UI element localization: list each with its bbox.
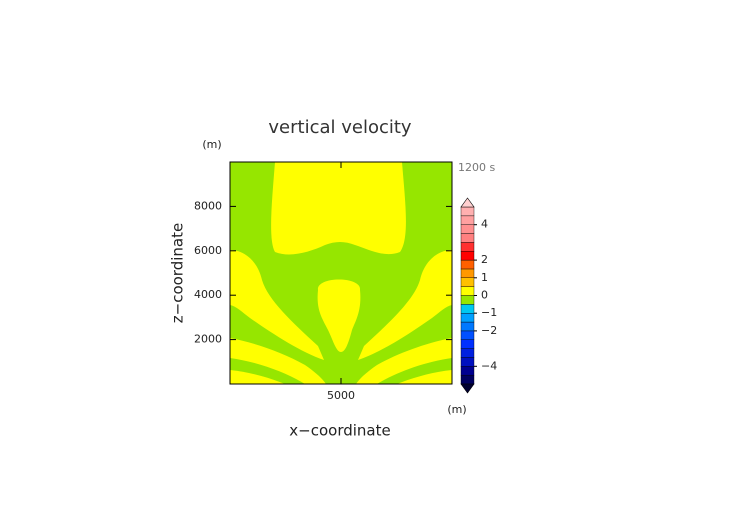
left-bands <box>230 250 326 384</box>
y-tick-label: 2000 <box>194 333 222 346</box>
colorbar-tick-label: −2 <box>481 324 497 337</box>
colorbar-block <box>460 251 475 261</box>
colorbar-block <box>460 304 475 314</box>
chart-title: vertical velocity <box>268 117 412 138</box>
colorbar-block <box>460 321 475 332</box>
colorbar-tick-label: 0 <box>481 289 488 302</box>
colorbar-block <box>460 277 475 287</box>
x-axis-label: x−coordinate <box>289 422 390 440</box>
colorbar-block <box>460 286 475 296</box>
colorbar-block <box>460 374 475 385</box>
colorbar-block <box>460 224 475 234</box>
y-tick-label: 6000 <box>194 244 222 257</box>
colorbar-block <box>460 366 475 376</box>
colorbar-under <box>460 383 475 394</box>
colorbar-tick-label: 2 <box>481 253 488 266</box>
colorbar-block <box>460 348 475 358</box>
region <box>356 338 452 384</box>
time-label: 1200 s <box>458 161 495 174</box>
colorbar-block <box>460 330 475 340</box>
colorbar-block <box>460 268 475 279</box>
right-bands <box>356 250 452 384</box>
region <box>397 370 452 384</box>
region <box>230 370 285 384</box>
region <box>230 250 324 360</box>
colorbar-block <box>460 357 475 367</box>
region <box>358 250 452 360</box>
region <box>317 279 361 352</box>
y-tick-label: 4000 <box>194 288 222 301</box>
colorbar-tick-label: −4 <box>481 359 497 372</box>
region <box>230 338 326 384</box>
region <box>271 162 406 255</box>
contour-field <box>230 162 452 384</box>
x-tick-label: 5000 <box>327 389 355 402</box>
colorbar-block <box>460 233 475 243</box>
colorbar-tick-label: 4 <box>481 218 488 231</box>
colorbar-tick-label: −1 <box>481 306 497 319</box>
colorbar-block <box>460 313 475 323</box>
colorbar-tick-label: 1 <box>481 271 488 284</box>
colorbar-block <box>460 242 475 252</box>
colorbar-over <box>460 197 475 208</box>
colorbar-block <box>460 206 475 217</box>
colorbar-block <box>460 259 475 270</box>
colorbar-block <box>460 295 475 305</box>
y-tick-label: 8000 <box>194 199 222 212</box>
x-unit: (m) <box>447 403 466 416</box>
colorbar-block <box>460 339 475 349</box>
y-unit: (m) <box>202 138 221 151</box>
colorbar-block <box>460 215 475 225</box>
y-axis-label: z−coordinate <box>169 223 187 323</box>
